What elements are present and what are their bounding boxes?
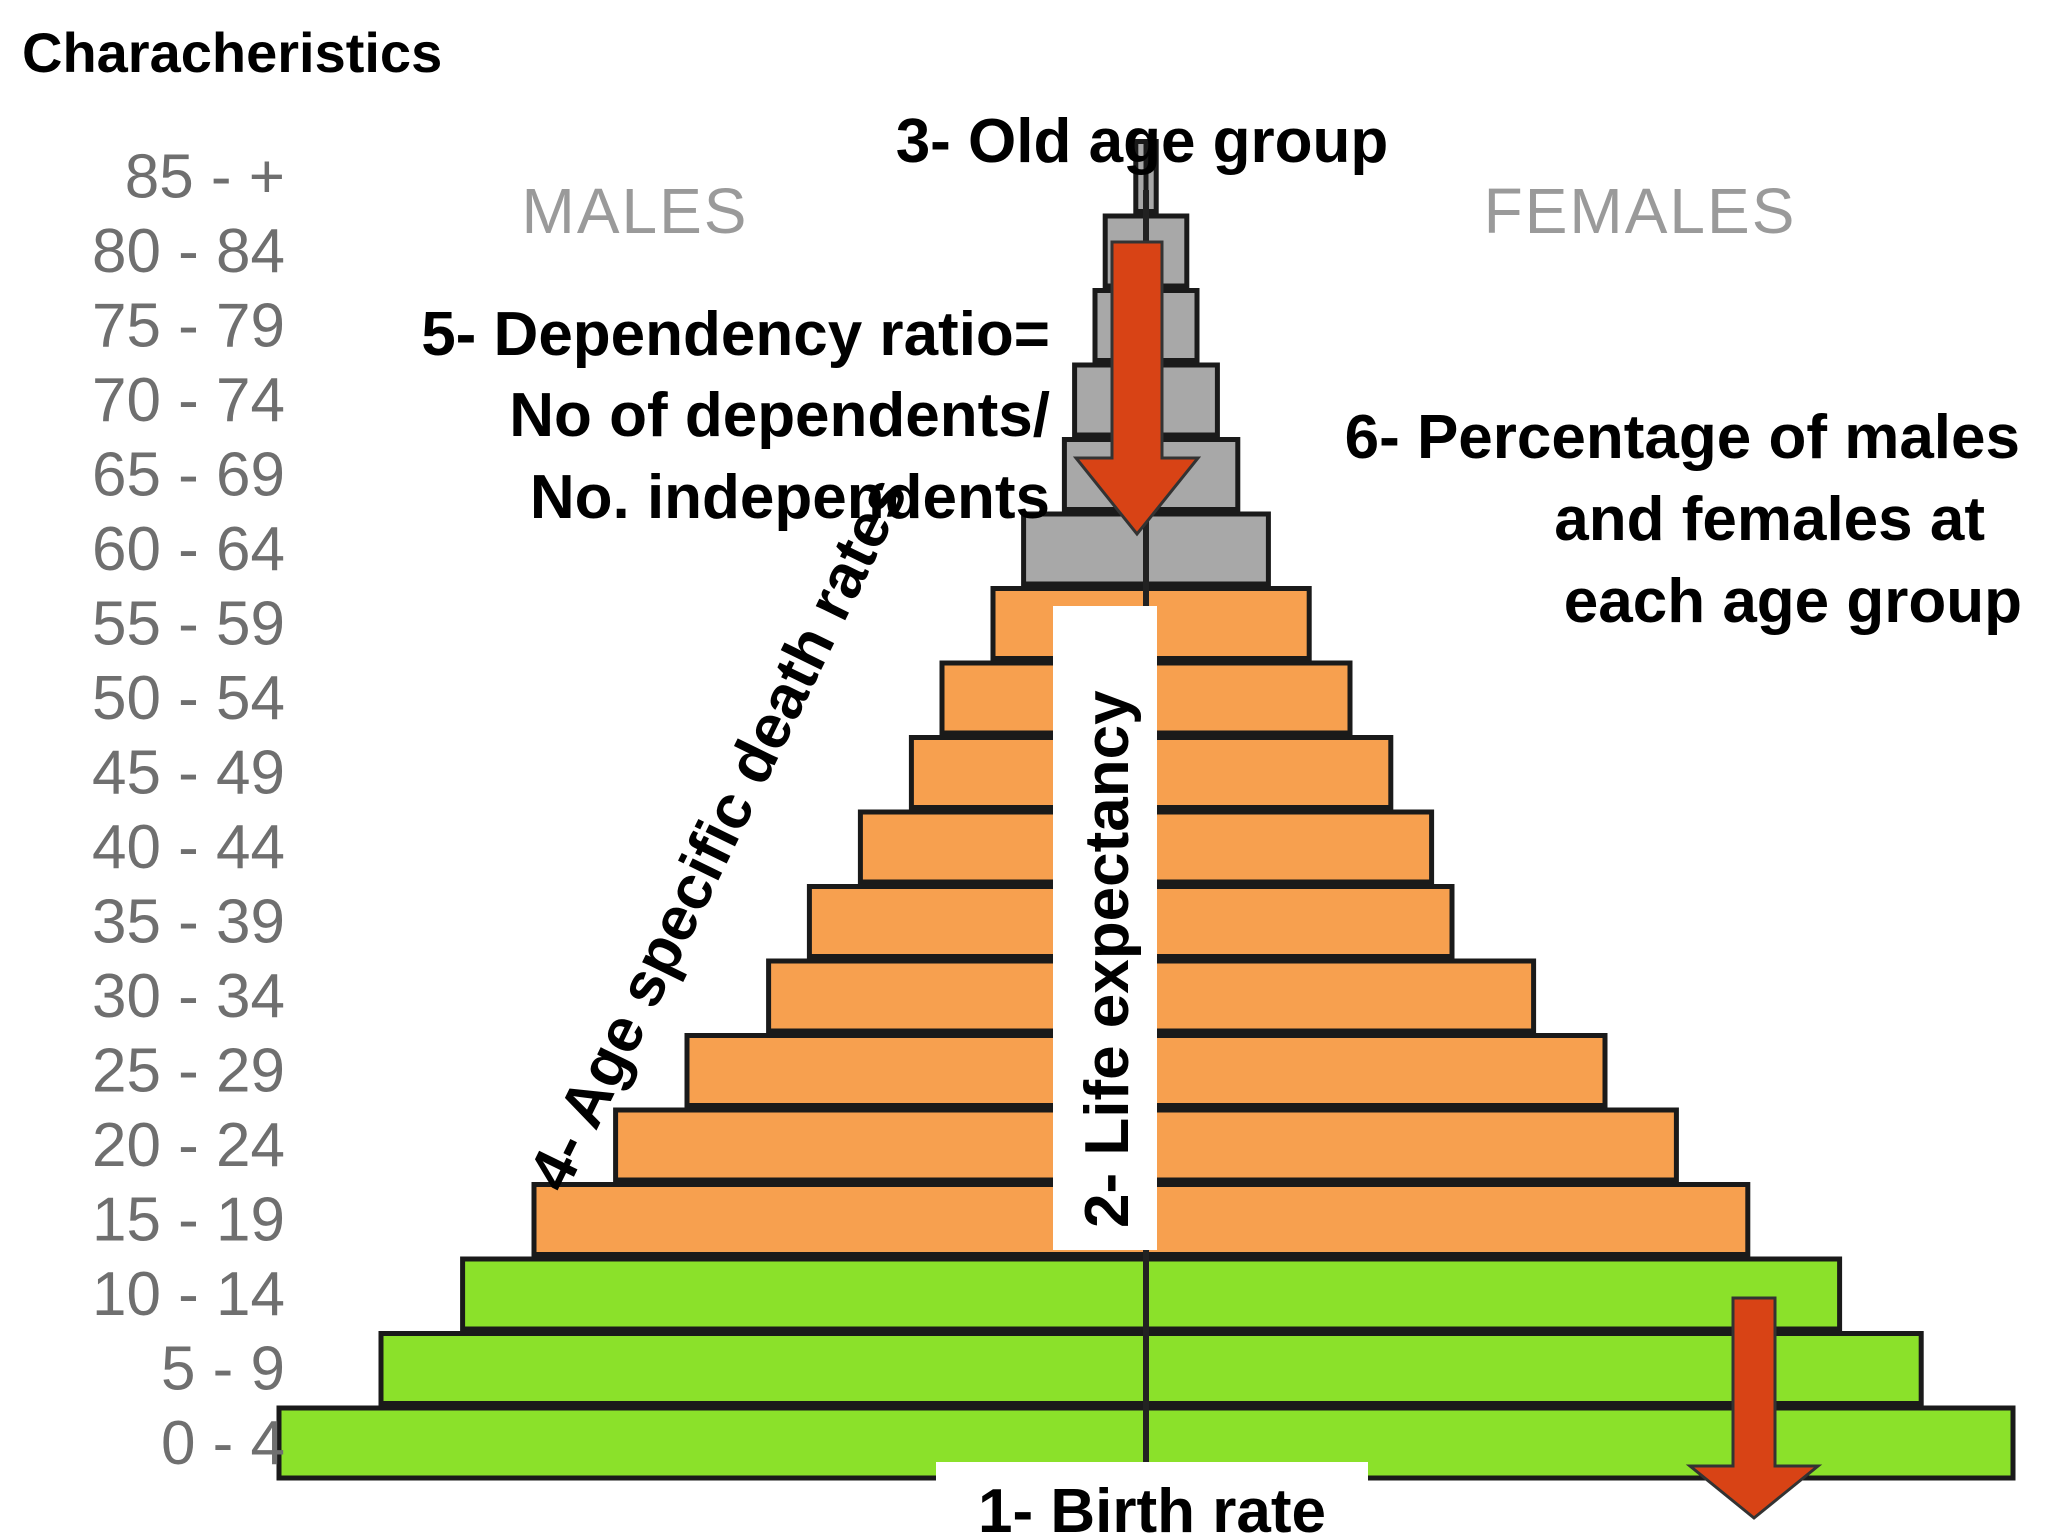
bar-males-1	[378, 1331, 1149, 1406]
age-label-6: 30 - 34	[92, 962, 285, 1031]
age-label-8: 40 - 44	[92, 813, 285, 882]
bar-females-5	[1143, 1033, 1608, 1108]
females-label: FEMALES	[1484, 175, 1797, 247]
age-label-17: 85 - +	[125, 143, 285, 212]
bar-males-2	[460, 1256, 1149, 1332]
age-label-7: 35 - 39	[92, 888, 285, 957]
age-label-11: 55 - 59	[92, 590, 285, 659]
age-label-10: 50 - 54	[92, 664, 285, 733]
bar-females-7	[1143, 884, 1455, 959]
bar-males-12	[1021, 511, 1149, 587]
bar-females-8	[1143, 809, 1435, 885]
age-label-15: 75 - 79	[92, 292, 285, 361]
annotation-life-expectancy: 2- Life expectancy	[1073, 690, 1142, 1228]
birth-rate-arrow	[1685, 1296, 1823, 1520]
age-label-14: 70 - 74	[92, 366, 285, 435]
age-label-2: 10 - 14	[92, 1260, 285, 1329]
birth-rate-box	[936, 1462, 1368, 1536]
bar-females-1	[1143, 1331, 1924, 1406]
bar-females-3	[1143, 1182, 1751, 1257]
annotation-percentage-line-1: 6- Percentage of males	[1345, 403, 2020, 472]
annotation-old-age-group: 3- Old age group	[896, 107, 1389, 176]
bar-males-3	[531, 1182, 1149, 1257]
age-label-16: 80 - 84	[92, 217, 285, 286]
age-label-1: 5 - 9	[161, 1335, 285, 1404]
annotation-percentage-line-3: each age group	[1564, 567, 2022, 636]
age-label-4: 20 - 24	[92, 1111, 285, 1180]
age-label-12: 60 - 64	[92, 515, 285, 584]
bar-females-11	[1143, 586, 1312, 661]
life-expectancy-box	[1053, 606, 1157, 1250]
annotation-dependency-line-1: 5- Dependency ratio=	[421, 300, 1050, 369]
annotation-dependency-line-3: No. independents	[530, 463, 1050, 532]
bar-females-6	[1143, 958, 1537, 1034]
annotation-dependency-line-2: No of dependents/	[509, 381, 1050, 450]
annotation-birth-rate: 1- Birth rate	[978, 1477, 1326, 1536]
bar-females-17	[1143, 139, 1159, 214]
bar-females-10	[1143, 660, 1353, 736]
bar-males-0	[276, 1405, 1149, 1481]
males-label: MALES	[522, 175, 749, 247]
bar-females-12	[1143, 511, 1271, 587]
bar-females-9	[1143, 735, 1394, 810]
annotation-percentage-line-2: and females at	[1554, 485, 1985, 554]
age-label-5: 25 - 29	[92, 1037, 285, 1106]
age-label-9: 45 - 49	[92, 739, 285, 808]
page-title: Characheristics	[22, 21, 442, 84]
age-label-13: 65 - 69	[92, 441, 285, 510]
age-label-0: 0 - 4	[161, 1409, 285, 1478]
bar-females-4	[1143, 1107, 1679, 1183]
age-label-3: 15 - 19	[92, 1186, 285, 1255]
old-age-arrow	[1072, 240, 1202, 537]
